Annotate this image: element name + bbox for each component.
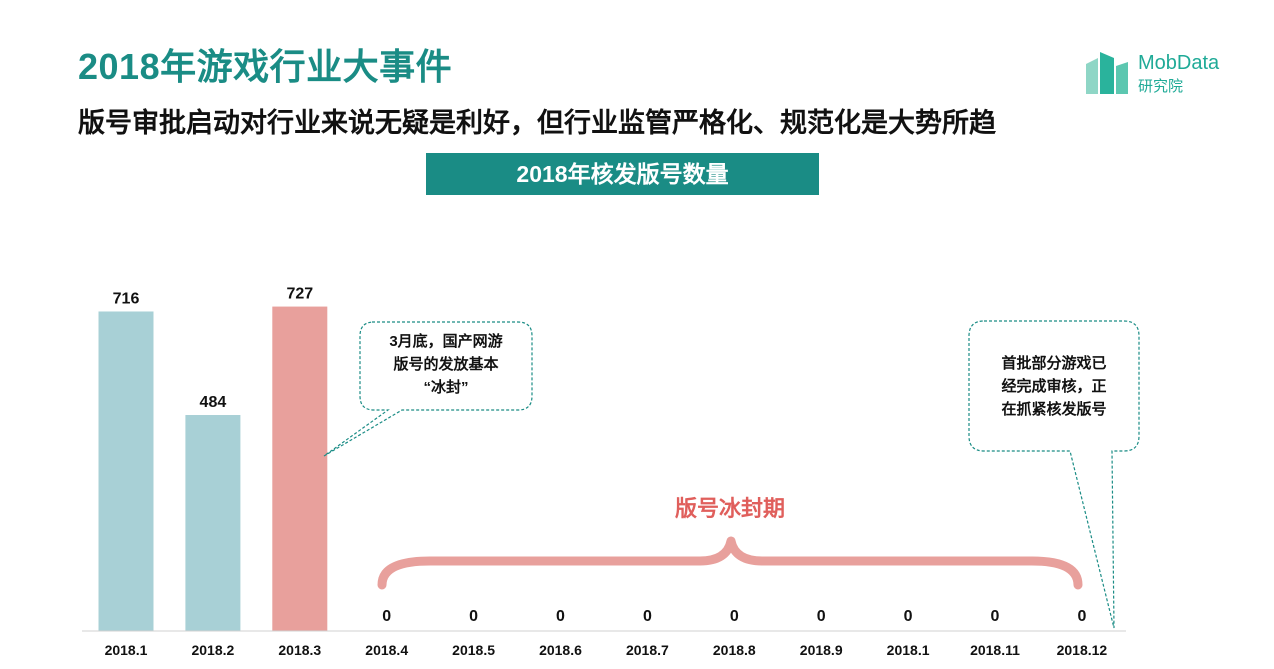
x-tick-label: 2018.7 xyxy=(626,642,669,658)
x-tick-label: 2018.5 xyxy=(452,642,495,658)
value-label: 0 xyxy=(469,608,478,625)
callout-march-line-3: “冰封” xyxy=(423,378,468,396)
x-tick-label: 2018.9 xyxy=(800,642,843,658)
callout-march-line-2: 版号的发放基本 xyxy=(393,355,498,373)
x-tick-label: 2018.6 xyxy=(539,642,582,658)
value-label: 716 xyxy=(113,290,140,307)
value-label: 0 xyxy=(817,608,826,625)
logo-name: MobData xyxy=(1138,52,1220,74)
page-title: 2018年游戏行业大事件 xyxy=(78,46,453,87)
value-label: 0 xyxy=(382,608,391,625)
x-tick-label: 2018.1 xyxy=(105,642,148,658)
callout-december-line-2: 经完成审核，正 xyxy=(1001,377,1106,395)
mobdata-logo: MobData 研究院 xyxy=(1084,50,1244,96)
x-tick-label: 2018.3 xyxy=(278,642,321,658)
callout-december-line-1: 首批部分游戏已 xyxy=(1001,354,1106,372)
x-tick-label: 2018.4 xyxy=(365,642,408,658)
callout-march-line-1: 3月底，国产网游 xyxy=(389,332,502,350)
logo-subname: 研究院 xyxy=(1138,78,1184,95)
freeze-period-brace xyxy=(377,536,1083,590)
x-tick-label: 2018.11 xyxy=(970,642,1020,658)
page-subtitle: 版号审批启动对行业来说无疑是利好，但行业监管严格化、规范化是大势所趋 xyxy=(78,108,996,138)
x-tick-label: 2018.8 xyxy=(713,642,756,658)
callout-december-line-3: 在抓紧核发版号 xyxy=(1001,400,1106,418)
x-tick-label: 2018.2 xyxy=(191,642,234,658)
bar-2 xyxy=(185,415,241,631)
value-label: 0 xyxy=(904,608,913,625)
bar-3 xyxy=(272,306,328,631)
building-bars-icon xyxy=(1086,52,1128,94)
x-tick-label: 2018.1 xyxy=(887,642,930,658)
callout-december: 首批部分游戏已 经完成审核，正 在抓紧核发版号 xyxy=(968,320,1140,629)
chart-title: 2018年核发版号数量 xyxy=(426,153,819,195)
callout-march: 3月底，国产网游 版号的发放基本 “冰封” xyxy=(323,321,533,457)
value-label: 0 xyxy=(730,608,739,625)
value-label: 0 xyxy=(643,608,652,625)
value-label: 727 xyxy=(286,286,313,303)
bar-1 xyxy=(98,311,154,631)
value-label: 0 xyxy=(991,608,1000,625)
value-label: 484 xyxy=(200,394,227,411)
freeze-period-label: 版号冰封期 xyxy=(675,496,785,521)
x-tick-label: 2018.12 xyxy=(1057,642,1108,658)
value-label: 0 xyxy=(1077,608,1086,625)
value-label: 0 xyxy=(556,608,565,625)
